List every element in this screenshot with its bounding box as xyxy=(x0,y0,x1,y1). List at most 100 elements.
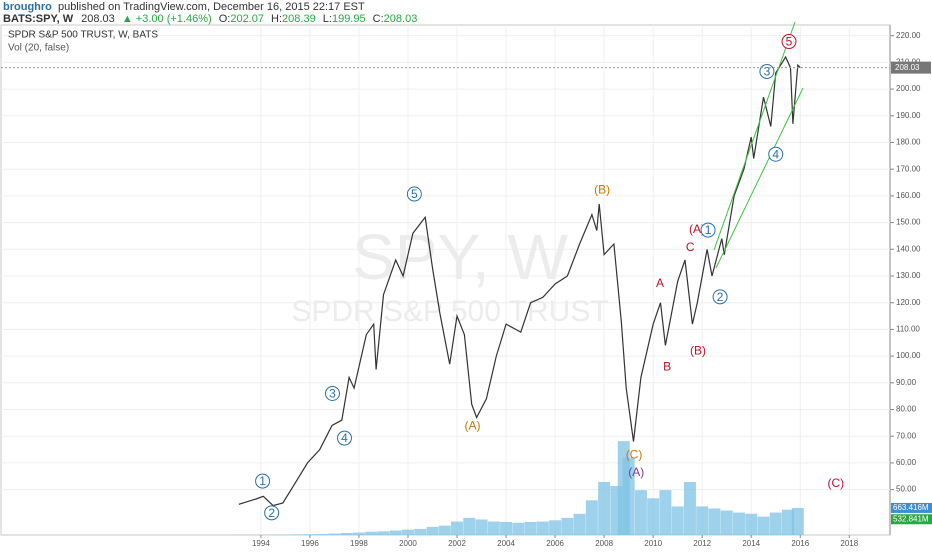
wave-label: (A) xyxy=(628,465,644,479)
price: 208.03 xyxy=(81,13,115,25)
volume-bar xyxy=(696,506,708,535)
wave-label: 4 xyxy=(341,431,348,445)
ohlc-label: C: xyxy=(373,13,384,25)
ohlc-value: 202.07 xyxy=(230,13,264,25)
wave-label: 5 xyxy=(786,35,793,49)
volume-bar xyxy=(328,534,340,535)
y-tick-label: 120.00 xyxy=(896,298,921,307)
x-tick-label: 1998 xyxy=(350,539,368,548)
x-tick-label: 2008 xyxy=(595,539,613,548)
watermark-sub: SPDR S&P 500 TRUST xyxy=(291,295,608,328)
y-tick-label: 140.00 xyxy=(896,244,921,253)
x-tick-label: 1994 xyxy=(252,539,270,548)
volume-bar xyxy=(708,508,720,535)
volume-bar xyxy=(574,514,586,535)
y-tick-label: 200.00 xyxy=(896,84,921,93)
y-tick-label: 190.00 xyxy=(896,111,921,120)
wave-label: (B) xyxy=(690,344,706,358)
wave-label: 2 xyxy=(717,290,724,304)
volume-bar xyxy=(390,531,402,535)
symbol: BATS:SPY, W xyxy=(3,13,74,25)
volume-bar xyxy=(733,513,745,535)
wave-label: (C) xyxy=(827,476,844,490)
volume-tag: 663.416M xyxy=(893,503,929,512)
x-tick-label: 2014 xyxy=(742,539,760,548)
volume-bar xyxy=(500,522,512,535)
wave-label: 3 xyxy=(764,65,771,79)
volume-bar xyxy=(463,518,475,535)
volume-bar xyxy=(721,511,733,535)
publisher[interactable]: broughro xyxy=(3,1,52,13)
y-tick-label: 80.00 xyxy=(896,405,917,414)
legend-volume: Vol (20, false) xyxy=(8,43,69,54)
y-tick-label: 220.00 xyxy=(896,31,921,40)
y-tick-label: 90.00 xyxy=(896,378,917,387)
volume-bar xyxy=(770,513,782,535)
volume-bar xyxy=(292,534,304,535)
volume-bar xyxy=(672,506,684,535)
volume-bar xyxy=(353,533,365,535)
volume-bar xyxy=(684,482,696,535)
y-tick-label: 60.00 xyxy=(896,458,917,467)
x-tick-label: 2018 xyxy=(840,539,858,548)
wave-label: (C) xyxy=(626,447,643,461)
y-tick-label: 150.00 xyxy=(896,218,921,227)
volume-bar xyxy=(635,490,647,535)
header-line1: broughro published on TradingView.com, D… xyxy=(3,1,365,13)
volume-bar xyxy=(757,517,769,535)
volume-bar xyxy=(525,522,537,535)
watermark: SPY, W xyxy=(352,221,568,293)
ohlc-value: 199.95 xyxy=(332,13,366,25)
wave-label: 1 xyxy=(705,223,712,237)
ohlc-label: L: xyxy=(323,13,332,25)
wave-label: 1 xyxy=(259,474,266,488)
change: ▲ +3.00 (+1.46%) xyxy=(122,13,212,25)
x-tick-label: 2002 xyxy=(448,539,466,548)
wave-label: C xyxy=(686,240,695,254)
volume-tag: 532.841M xyxy=(893,514,929,523)
volume-bar xyxy=(537,522,549,535)
x-tick-label: 1996 xyxy=(301,539,319,548)
volume-bar xyxy=(427,527,439,535)
legend-title: SPDR S&P 500 TRUST, W, BATS xyxy=(8,30,158,41)
y-tick-label: 180.00 xyxy=(896,138,921,147)
x-tick-label: 2000 xyxy=(399,539,417,548)
wave-label: (A) xyxy=(464,418,480,432)
wave-label: A xyxy=(656,276,664,290)
y-tick-label: 110.00 xyxy=(896,325,920,334)
volume-bar xyxy=(659,490,671,535)
header-line2: BATS:SPY, W 208.03 ▲ +3.00 (+1.46%) O:20… xyxy=(3,13,417,25)
y-tick-label: 160.00 xyxy=(896,191,921,200)
ohlc-label: H: xyxy=(271,13,282,25)
volume-bar xyxy=(365,532,377,535)
x-tick-label: 2006 xyxy=(546,539,564,548)
volume-bar xyxy=(549,520,561,535)
y-tick-label: 130.00 xyxy=(896,271,921,280)
wave-label: (B) xyxy=(594,182,610,196)
volume-bar xyxy=(647,498,659,535)
ohlc-value: 208.39 xyxy=(282,13,316,25)
wave-label: 5 xyxy=(411,187,418,201)
volume-bar xyxy=(792,508,804,535)
volume-bar xyxy=(451,522,463,535)
wave-label: B xyxy=(663,360,671,374)
volume-bar xyxy=(586,500,598,535)
wave-label: 3 xyxy=(329,387,336,401)
ohlc-value: 208.03 xyxy=(384,13,418,25)
x-tick-label: 2004 xyxy=(497,539,515,548)
y-tick-label: 170.00 xyxy=(896,164,921,173)
wave-label: 2 xyxy=(268,506,275,520)
volume-bar xyxy=(476,519,488,535)
volume-bar xyxy=(377,531,389,535)
ohlc-label: O: xyxy=(219,13,231,25)
y-tick-label: 50.00 xyxy=(896,485,917,494)
x-tick-label: 2016 xyxy=(791,539,809,548)
volume-bar xyxy=(598,482,610,535)
price-tag: 208.03 xyxy=(895,63,920,72)
volume-bar xyxy=(488,522,500,535)
published: published on TradingView.com, December 1… xyxy=(58,1,365,13)
volume-bar xyxy=(745,514,757,535)
volume-bar xyxy=(402,530,414,535)
wave-label: 4 xyxy=(772,147,779,161)
